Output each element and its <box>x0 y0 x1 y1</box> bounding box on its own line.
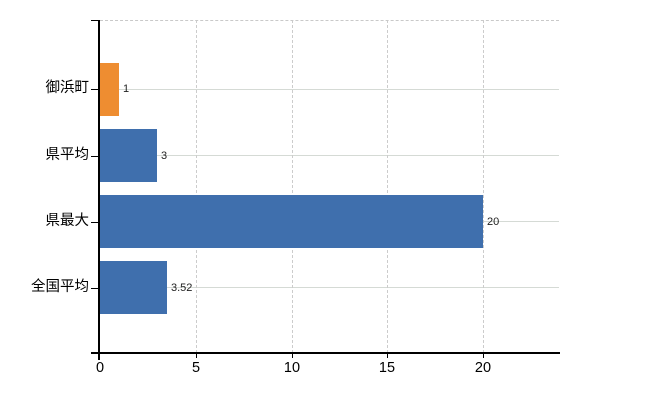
y-axis-tick <box>91 155 98 157</box>
y-axis-tick <box>91 287 98 289</box>
x-axis-tick-label: 20 <box>474 360 492 376</box>
gridline-vertical <box>196 20 197 353</box>
x-axis-line <box>91 352 560 354</box>
y-axis-tick <box>91 89 98 90</box>
bar-2 <box>100 195 483 248</box>
x-axis-tick <box>387 354 388 358</box>
bar-3 <box>100 261 167 314</box>
x-axis-tick <box>196 354 197 358</box>
gridline-vertical <box>387 20 388 353</box>
category-label: 県最大 <box>45 212 90 229</box>
category-label: 御浜町 <box>45 80 90 96</box>
y-axis-tick <box>91 20 98 21</box>
bar-value-label: 1 <box>123 83 130 95</box>
y-axis-tick <box>91 221 98 223</box>
gridline-horizontal <box>100 287 559 288</box>
y-axis-line <box>98 20 100 360</box>
plot-top-border <box>100 20 559 21</box>
bar-value-label: 3 <box>161 149 168 162</box>
x-axis-tick-label: 0 <box>95 360 105 376</box>
x-axis-tick <box>483 354 484 358</box>
x-axis-tick-label: 15 <box>378 360 396 376</box>
category-label: 県平均 <box>45 146 90 163</box>
gridline-vertical <box>483 20 484 353</box>
gridline-horizontal <box>100 155 559 156</box>
gridline-vertical <box>292 20 293 353</box>
bar-1 <box>100 129 157 182</box>
x-axis-tick-label: 10 <box>283 360 301 376</box>
bar-value-label: 20 <box>487 215 500 228</box>
bar-0 <box>100 63 119 116</box>
x-axis-tick <box>292 354 293 358</box>
x-axis-tick-label: 5 <box>191 360 201 376</box>
gridline-horizontal <box>100 88 559 90</box>
bar-value-label: 3.52 <box>171 281 193 294</box>
category-label: 全国平均 <box>31 278 89 295</box>
